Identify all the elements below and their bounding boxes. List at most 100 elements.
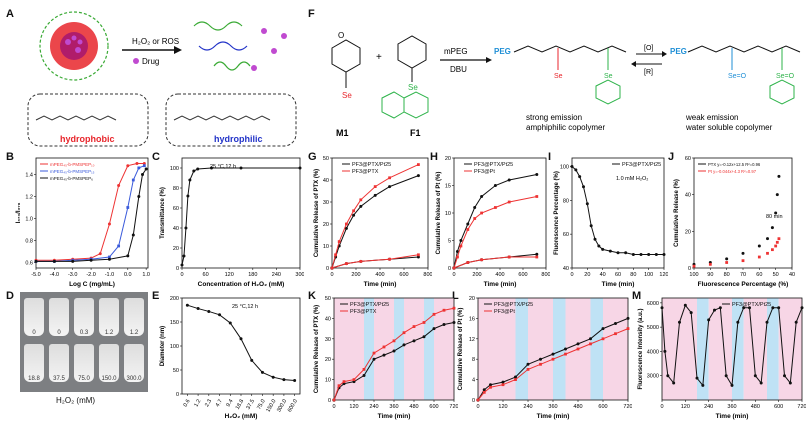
time-band: [732, 298, 744, 400]
data-point: [514, 375, 517, 379]
panel-f-scheme: O Se M1 + Se F1 mPEG DBU Se Se PEG stron…: [331, 31, 801, 138]
y-axis-label: Cumulative Release of PTX (%): [314, 305, 320, 393]
y-tick-label: 10: [323, 244, 329, 250]
y-tick-label: 0: [472, 398, 475, 404]
data-point: [442, 323, 446, 327]
x-tick-label: -5.0: [31, 272, 40, 278]
data-point: [601, 327, 605, 331]
data-point: [589, 342, 592, 346]
micelle-illustration: [39, 11, 109, 81]
data-point: [624, 251, 628, 255]
y-tick-label: 40: [685, 193, 691, 199]
x-axis-label: H₂O₂ (mM): [225, 413, 258, 420]
chart-c: 0 60 120 180 240 300 0 20 40 60 80 100 Concentration…: [160, 157, 304, 288]
data-point: [345, 262, 348, 265]
y-tick-label: 40: [325, 316, 331, 322]
data-point: [186, 194, 190, 198]
chart-e: 0.6 1.2 2.3 4.7 9.4 18.8 37.5 75.0150.0300.0600…: [160, 296, 301, 420]
vial: 75.0: [74, 344, 94, 382]
data-point: [373, 185, 377, 188]
y-tick-label: 5: [448, 239, 451, 245]
legend-entry: PF3@PTX/Pt25: [622, 162, 661, 168]
data-point: [126, 206, 130, 209]
y-tick-label: 150: [170, 320, 179, 326]
data-point: [126, 164, 130, 168]
data-point: [228, 321, 232, 325]
data-point: [456, 255, 459, 259]
data-point: [777, 306, 781, 310]
vial-photo: 0 0 0.3 1.2 1.2 18.8 37.5 75.0 150.0 300.0: [20, 292, 148, 392]
time-band: [697, 298, 709, 400]
vial-label: 75.0: [78, 376, 90, 382]
y-tick-label: 20: [469, 296, 475, 302]
time-band: [553, 298, 566, 400]
copolymer-strong: Se Se: [513, 45, 627, 105]
plot-frame: [331, 157, 429, 269]
plot-frame: [181, 157, 301, 269]
x-tick-label: 0: [452, 272, 455, 278]
data-point: [210, 166, 213, 170]
plot-frame: [693, 157, 793, 269]
x-tick-label: 800: [541, 272, 550, 278]
legend-entry: PF3@Pt: [494, 309, 515, 315]
legend-entry: PF3@PTX/Pt25: [494, 302, 533, 308]
x-axis-label: Fluorescence Percentage (%): [698, 281, 789, 288]
y-tick-label: 100: [170, 166, 179, 172]
y-tick-label: 0.8: [25, 239, 33, 245]
data-point: [432, 312, 436, 316]
data-point: [293, 379, 297, 383]
data-point: [452, 266, 456, 270]
data-point: [476, 398, 480, 402]
data-point: [480, 258, 483, 262]
x-tick-label: 600: [774, 404, 783, 410]
data-point: [388, 185, 392, 189]
data-point: [683, 303, 687, 307]
data-point: [718, 306, 722, 310]
x-tick-label: 720: [449, 404, 458, 410]
x-tick-label: 0: [660, 404, 663, 410]
x-tick-label: 180: [248, 272, 257, 278]
legend-entry: mPEG₄₅-b-PMSPEP₁₅: [50, 169, 95, 174]
data-point: [352, 213, 356, 217]
x-tick-label: 600: [399, 272, 408, 278]
data-point: [417, 163, 420, 166]
data-point: [626, 316, 630, 320]
arrow-label: H₂O₂ or ROS: [132, 37, 179, 46]
x-tick-label: 600: [518, 272, 527, 278]
data-point: [576, 342, 580, 346]
reagent-dbu: DBU: [450, 65, 467, 74]
dispersed-polymer-illustration: [193, 21, 287, 71]
y-tick-label: 0: [688, 266, 691, 272]
legend-entry: PF3@PTX/Pt25: [732, 302, 771, 308]
vial-label: 150.0: [101, 376, 117, 382]
data-point: [639, 252, 643, 256]
data-point: [725, 257, 729, 261]
data-point: [771, 248, 774, 252]
data-point: [774, 211, 778, 215]
data-point: [535, 195, 539, 198]
vial: 37.5: [49, 344, 69, 382]
data-point: [689, 311, 693, 315]
x-tick-label: 240: [523, 404, 532, 410]
data-point: [466, 228, 470, 231]
data-point: [494, 206, 497, 209]
data-point: [574, 168, 578, 172]
hydrophobic-structure: [35, 115, 117, 121]
data-point: [298, 166, 302, 170]
y-tick-label: 1.0: [25, 217, 33, 223]
data-point: [466, 261, 470, 264]
x-tick-label: 100: [689, 272, 698, 278]
data-point: [459, 244, 463, 248]
data-point: [647, 252, 651, 256]
chart-i: 0 20 40 60 80 100 120 40 60 80 100 Time (min) Fluore…: [554, 157, 668, 288]
series-line: [453, 174, 537, 269]
y-tick-label: 40: [323, 178, 329, 184]
svg-text:Se=O: Se=O: [728, 73, 747, 80]
data-point: [108, 255, 111, 259]
y-axis-label: I₃₇₃/I₃₇₆: [16, 202, 22, 223]
data-point: [725, 261, 729, 264]
panel-label-f: F: [308, 8, 315, 20]
y-tick-label: 20: [325, 357, 331, 363]
data-point: [777, 237, 781, 241]
data-point: [701, 383, 705, 387]
